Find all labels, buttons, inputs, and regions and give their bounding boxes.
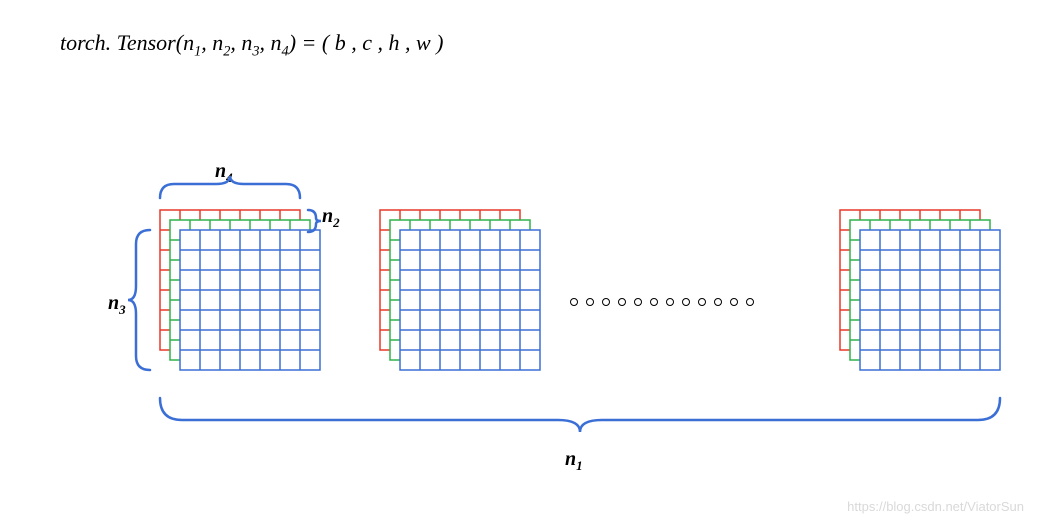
watermark: https://blog.csdn.net/ViatorSun [847, 499, 1024, 514]
tensor-diagram-svg [0, 0, 1040, 520]
